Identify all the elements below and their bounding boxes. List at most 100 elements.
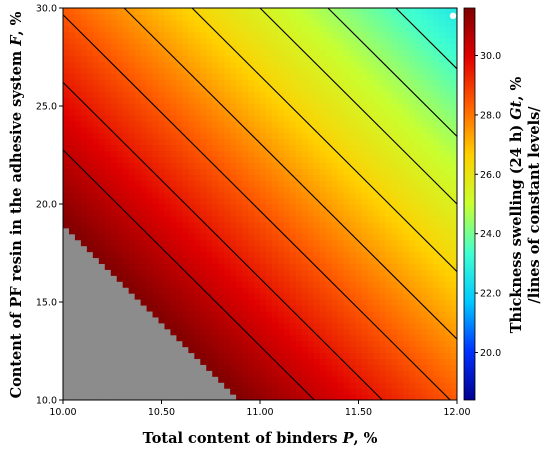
- heatmap-cell: [188, 37, 195, 45]
- heatmap-cell: [63, 251, 70, 259]
- heatmap-cell: [63, 73, 70, 80]
- heatmap-cell: [68, 293, 76, 300]
- heatmap-cell: [80, 209, 88, 217]
- heatmap-cell: [319, 79, 327, 86]
- heatmap-cell: [403, 25, 410, 33]
- heatmap-cell: [349, 293, 357, 300]
- heatmap-cell: [104, 150, 112, 158]
- heatmap-cell: [361, 120, 369, 128]
- heatmap-cell: [421, 8, 428, 15]
- heatmap-cell: [451, 55, 457, 63]
- heatmap-cell: [439, 174, 446, 181]
- heatmap-cell: [391, 334, 398, 342]
- heatmap-cell: [325, 55, 333, 63]
- heatmap-cell: [283, 144, 291, 152]
- heatmap-cell: [152, 370, 160, 377]
- heatmap-cell: [146, 370, 154, 377]
- heatmap-cell: [289, 394, 297, 400]
- heatmap-cell: [260, 67, 267, 74]
- heatmap-cell: [391, 281, 398, 288]
- heatmap-cell: [134, 358, 142, 365]
- heatmap-cell: [140, 85, 148, 92]
- heatmap-cell: [158, 138, 166, 146]
- heatmap-cell: [379, 204, 386, 211]
- heatmap-cell: [343, 204, 351, 211]
- heatmap-cell: [194, 180, 201, 187]
- heatmap-cell: [152, 251, 160, 259]
- heatmap-cell: [86, 239, 94, 247]
- heatmap-cell: [260, 310, 267, 318]
- heatmap-cell: [373, 19, 380, 27]
- heatmap-cell: [86, 79, 94, 86]
- heatmap-cell: [98, 79, 106, 86]
- heatmap-cell: [260, 316, 267, 324]
- heatmap-cell: [307, 334, 315, 342]
- heatmap-cell: [140, 346, 148, 354]
- heatmap-cell: [74, 388, 82, 395]
- heatmap-cell: [289, 108, 297, 116]
- heatmap-cell: [86, 310, 94, 318]
- heatmap-cell: [415, 8, 422, 15]
- heatmap-cell: [313, 103, 321, 110]
- heatmap-cell: [164, 156, 172, 164]
- heatmap-cell: [80, 257, 88, 264]
- heatmap-cell: [212, 269, 219, 276]
- heatmap-cell: [146, 73, 154, 80]
- heatmap-cell: [110, 304, 118, 312]
- heatmap-cell: [74, 174, 82, 181]
- heatmap-cell: [122, 340, 130, 348]
- heatmap-cell: [283, 79, 291, 86]
- heatmap-cell: [140, 299, 148, 306]
- heatmap-cell: [265, 239, 273, 247]
- heatmap-cell: [415, 304, 422, 312]
- heatmap-cell: [68, 37, 76, 45]
- heatmap-cell: [236, 358, 243, 365]
- heatmap-cell: [337, 156, 345, 164]
- heatmap-cell: [367, 180, 375, 187]
- heatmap-cell: [319, 138, 327, 146]
- heatmap-cell: [277, 376, 285, 383]
- heatmap-cell: [325, 13, 333, 21]
- heatmap-cell: [313, 346, 321, 354]
- heatmap-cell: [224, 31, 231, 39]
- heatmap-cell: [445, 97, 452, 104]
- heatmap-cell: [445, 227, 452, 235]
- heatmap-cell: [128, 79, 136, 86]
- heatmap-cell: [92, 328, 100, 336]
- heatmap-cell: [146, 269, 154, 276]
- heatmap-cell: [86, 304, 94, 312]
- heatmap-cell: [301, 340, 309, 348]
- heatmap-cell: [63, 340, 70, 348]
- heatmap-cell: [289, 138, 297, 146]
- heatmap-cell: [98, 287, 106, 294]
- heatmap-cell: [176, 55, 183, 63]
- heatmap-cell: [98, 316, 106, 324]
- heatmap-cell: [343, 316, 351, 324]
- heatmap-cell: [313, 209, 321, 217]
- heatmap-cell: [265, 221, 273, 229]
- heatmap-cell: [361, 334, 369, 342]
- heatmap-cell: [63, 257, 70, 264]
- heatmap-cell: [319, 340, 327, 348]
- heatmap-cell: [248, 186, 255, 193]
- heatmap-cell: [355, 364, 363, 371]
- heatmap-cell: [68, 388, 76, 395]
- heatmap-cell: [68, 382, 76, 389]
- heatmap-cell: [277, 233, 285, 241]
- heatmap-cell: [134, 73, 142, 80]
- heatmap-cell: [128, 358, 136, 365]
- heatmap-cell: [104, 120, 112, 128]
- heatmap-cell: [355, 85, 363, 92]
- heatmap-cell: [271, 79, 279, 86]
- heatmap-cell: [439, 43, 446, 51]
- heatmap-cell: [271, 85, 279, 92]
- heatmap-cell: [230, 394, 237, 400]
- heatmap-cell: [295, 180, 303, 187]
- heatmap-cell: [134, 287, 142, 294]
- heatmap-cell: [140, 215, 148, 223]
- heatmap-cell: [122, 8, 130, 15]
- heatmap-cell: [236, 215, 243, 223]
- heatmap-cell: [403, 328, 410, 336]
- heatmap-cell: [283, 192, 291, 199]
- heatmap-cell: [295, 49, 303, 57]
